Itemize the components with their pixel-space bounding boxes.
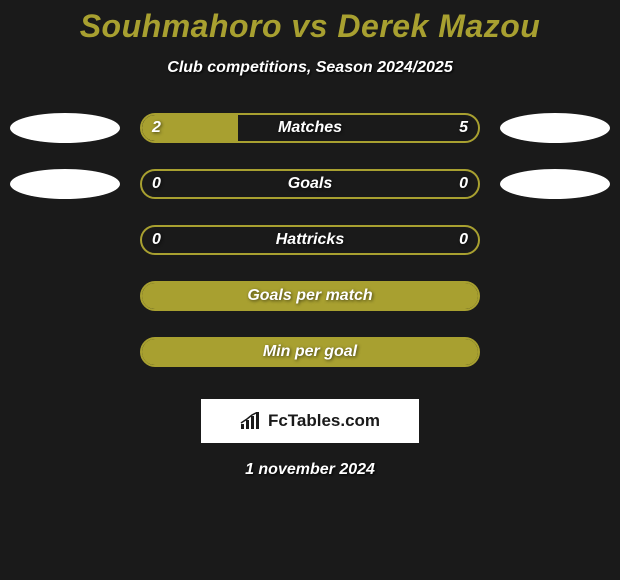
stat-value-right: 0 [459, 231, 468, 249]
player-indicator-left [10, 169, 120, 199]
stat-value-left: 0 [152, 231, 161, 249]
comparison-subtitle: Club competitions, Season 2024/2025 [167, 59, 452, 77]
player-indicator-right [500, 113, 610, 143]
stat-row: Goals per match [0, 281, 620, 311]
stat-row: 0Goals0 [0, 169, 620, 199]
stat-value-right: 0 [459, 175, 468, 193]
stat-bar: 0Hattricks0 [140, 225, 480, 255]
stat-value-left: 2 [152, 119, 161, 137]
bar-fill [142, 339, 478, 365]
stat-value-right: 5 [459, 119, 468, 137]
stat-bar: Goals per match [140, 281, 480, 311]
stat-row: 0Hattricks0 [0, 225, 620, 255]
stat-bar: 2Matches5 [140, 113, 480, 143]
player-indicator-left [10, 113, 120, 143]
stat-bar: 0Goals0 [140, 169, 480, 199]
stat-row: 2Matches5 [0, 113, 620, 143]
comparison-title: Souhmahoro vs Derek Mazou [80, 8, 541, 45]
stat-row: Min per goal [0, 337, 620, 367]
bar-fill [142, 283, 478, 309]
stats-container: 2Matches50Goals00Hattricks0Goals per mat… [0, 113, 620, 393]
snapshot-date: 1 november 2024 [245, 461, 375, 479]
stat-value-left: 0 [152, 175, 161, 193]
stat-label: Goals [142, 175, 478, 193]
stat-label: Hattricks [142, 231, 478, 249]
logo-text: FcTables.com [268, 411, 380, 431]
fctables-logo: FcTables.com [201, 399, 419, 443]
chart-icon [240, 412, 262, 430]
stat-bar: Min per goal [140, 337, 480, 367]
player-indicator-right [500, 169, 610, 199]
